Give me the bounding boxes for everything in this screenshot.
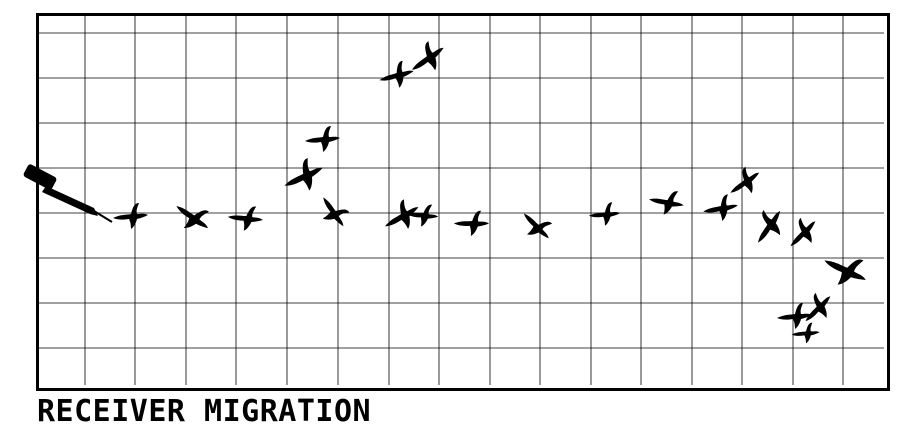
bird-icon — [588, 202, 621, 226]
caption-title: RECEIVER MIGRATION — [37, 394, 372, 429]
bird-icon — [777, 303, 812, 329]
bird-icon — [515, 203, 558, 248]
bird-icon — [305, 126, 340, 152]
bird-icon — [817, 243, 874, 296]
bird-icon — [168, 193, 217, 240]
bird-icon — [780, 212, 825, 255]
bird-icon — [701, 193, 740, 223]
bird-icon — [403, 36, 452, 81]
bird-icon — [313, 189, 354, 234]
bird-icon — [646, 184, 687, 219]
bird-flock — [113, 36, 874, 344]
bird-icon — [377, 59, 416, 91]
bird-icon — [113, 203, 148, 229]
bird-icon — [745, 202, 792, 251]
bird-icon — [226, 202, 265, 234]
telephone-receiver-icon — [23, 164, 113, 223]
bird-icon — [405, 200, 441, 230]
bird-icon — [795, 287, 840, 330]
grid — [38, 15, 884, 385]
illustration-frame — [36, 13, 890, 391]
bird-icon — [278, 154, 329, 199]
